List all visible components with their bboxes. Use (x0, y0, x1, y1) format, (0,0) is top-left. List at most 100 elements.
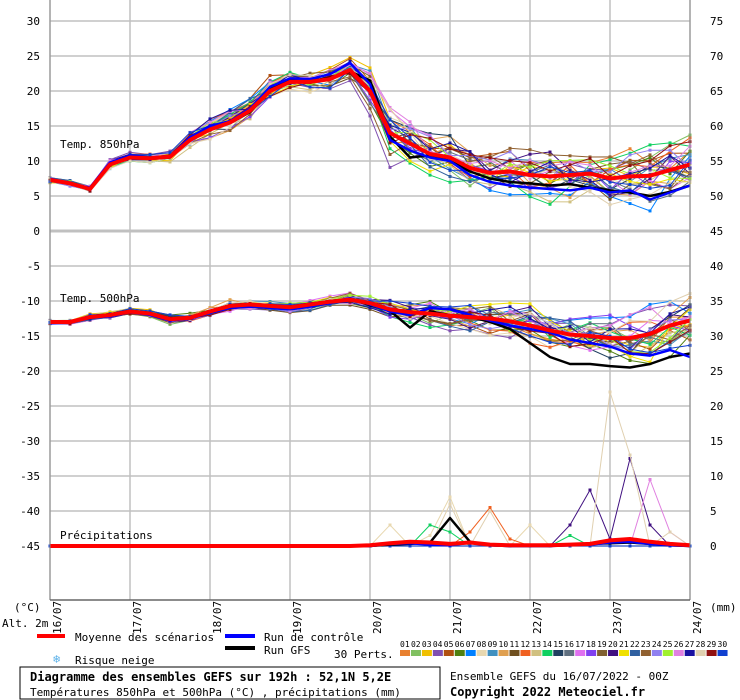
left-tick-label: 10 (27, 155, 40, 168)
member-point (648, 319, 652, 323)
member-point (668, 159, 672, 163)
member-point (648, 159, 652, 163)
member-point (448, 168, 452, 172)
member-point (488, 168, 492, 172)
left-tick-label: 15 (27, 120, 40, 133)
member-point (388, 147, 392, 151)
member-point (508, 336, 512, 340)
member-legend-swatch (619, 650, 629, 656)
member-point (648, 166, 652, 170)
member-point (268, 73, 272, 77)
member-point (668, 340, 672, 344)
member-point (608, 179, 612, 183)
member-point (608, 164, 612, 168)
member-point (628, 164, 632, 168)
member-legend-id: 12 (520, 640, 530, 649)
member-point (248, 307, 252, 311)
member-point (188, 131, 192, 135)
member-point (428, 301, 432, 305)
member-point (388, 544, 392, 548)
member-point (508, 146, 512, 150)
member-point (388, 315, 392, 319)
member-point (668, 176, 672, 180)
left-tick-label: 30 (27, 15, 40, 28)
member-point (548, 202, 552, 206)
member-point (668, 346, 672, 350)
member-point (548, 318, 552, 322)
member-point (428, 319, 432, 323)
legend-gfs-swatch (225, 646, 255, 650)
right-tick-label: 75 (710, 15, 723, 28)
member-point (528, 161, 532, 165)
member-point (588, 174, 592, 178)
member-point (428, 160, 432, 164)
member-point (328, 65, 332, 69)
member-point (468, 307, 472, 311)
member-point (628, 347, 632, 351)
member-point (628, 180, 632, 184)
member-point (648, 360, 652, 364)
right-tick-label: 25 (710, 365, 723, 378)
x-tick-label: 17/07 (131, 601, 144, 634)
member-point (208, 132, 212, 136)
member-point (588, 163, 592, 167)
member-point (128, 159, 132, 163)
left-tick-label: -25 (20, 400, 40, 413)
member-point (608, 322, 612, 326)
member-point (628, 187, 632, 191)
x-tick-label: 24/07 (691, 601, 704, 634)
member-point (648, 544, 652, 548)
member-point (488, 159, 492, 163)
member-point (508, 331, 512, 335)
member-point (268, 94, 272, 98)
member-point (308, 83, 312, 87)
member-point (468, 323, 472, 327)
member-point (588, 180, 592, 184)
member-point (148, 309, 152, 313)
member-legend-swatch (443, 650, 454, 656)
member-point (188, 142, 192, 146)
member-point (228, 117, 232, 121)
right-tick-label: 60 (710, 120, 723, 133)
member-point (468, 326, 472, 330)
member-point (348, 300, 352, 304)
member-legend-id: 20 (608, 640, 618, 649)
member-point (568, 160, 572, 164)
member-point (508, 159, 512, 163)
member-point (368, 74, 372, 78)
member-legend-id: 04 (433, 640, 443, 649)
member-point (228, 125, 232, 129)
member-point (568, 168, 572, 172)
member-point (468, 180, 472, 184)
member-point (588, 178, 592, 182)
member-point (468, 321, 472, 325)
member-point (668, 336, 672, 340)
member-point (348, 72, 352, 76)
copyright: Copyright 2022 Meteociel.fr (450, 685, 645, 699)
member-point (648, 209, 652, 213)
right-tick-label: 50 (710, 190, 723, 203)
member-point (608, 349, 612, 353)
title-box (19, 666, 441, 700)
left-tick-label: 25 (27, 50, 40, 63)
member-point (628, 327, 632, 331)
member-point (628, 147, 632, 151)
member-point (268, 80, 272, 84)
member-point (348, 57, 352, 61)
member-point (668, 315, 672, 319)
member-point (368, 102, 372, 106)
member-point (588, 544, 592, 548)
member-point (628, 159, 632, 163)
member-point (588, 183, 592, 187)
member-point (328, 86, 332, 90)
x-tick-label: 20/07 (371, 601, 384, 634)
member-point (388, 302, 392, 306)
member-point (648, 344, 652, 348)
member-point (668, 338, 672, 342)
member-point (528, 190, 532, 194)
member-point (568, 324, 572, 328)
right-unit-label: (mm) (710, 601, 737, 614)
member-point (568, 154, 572, 158)
